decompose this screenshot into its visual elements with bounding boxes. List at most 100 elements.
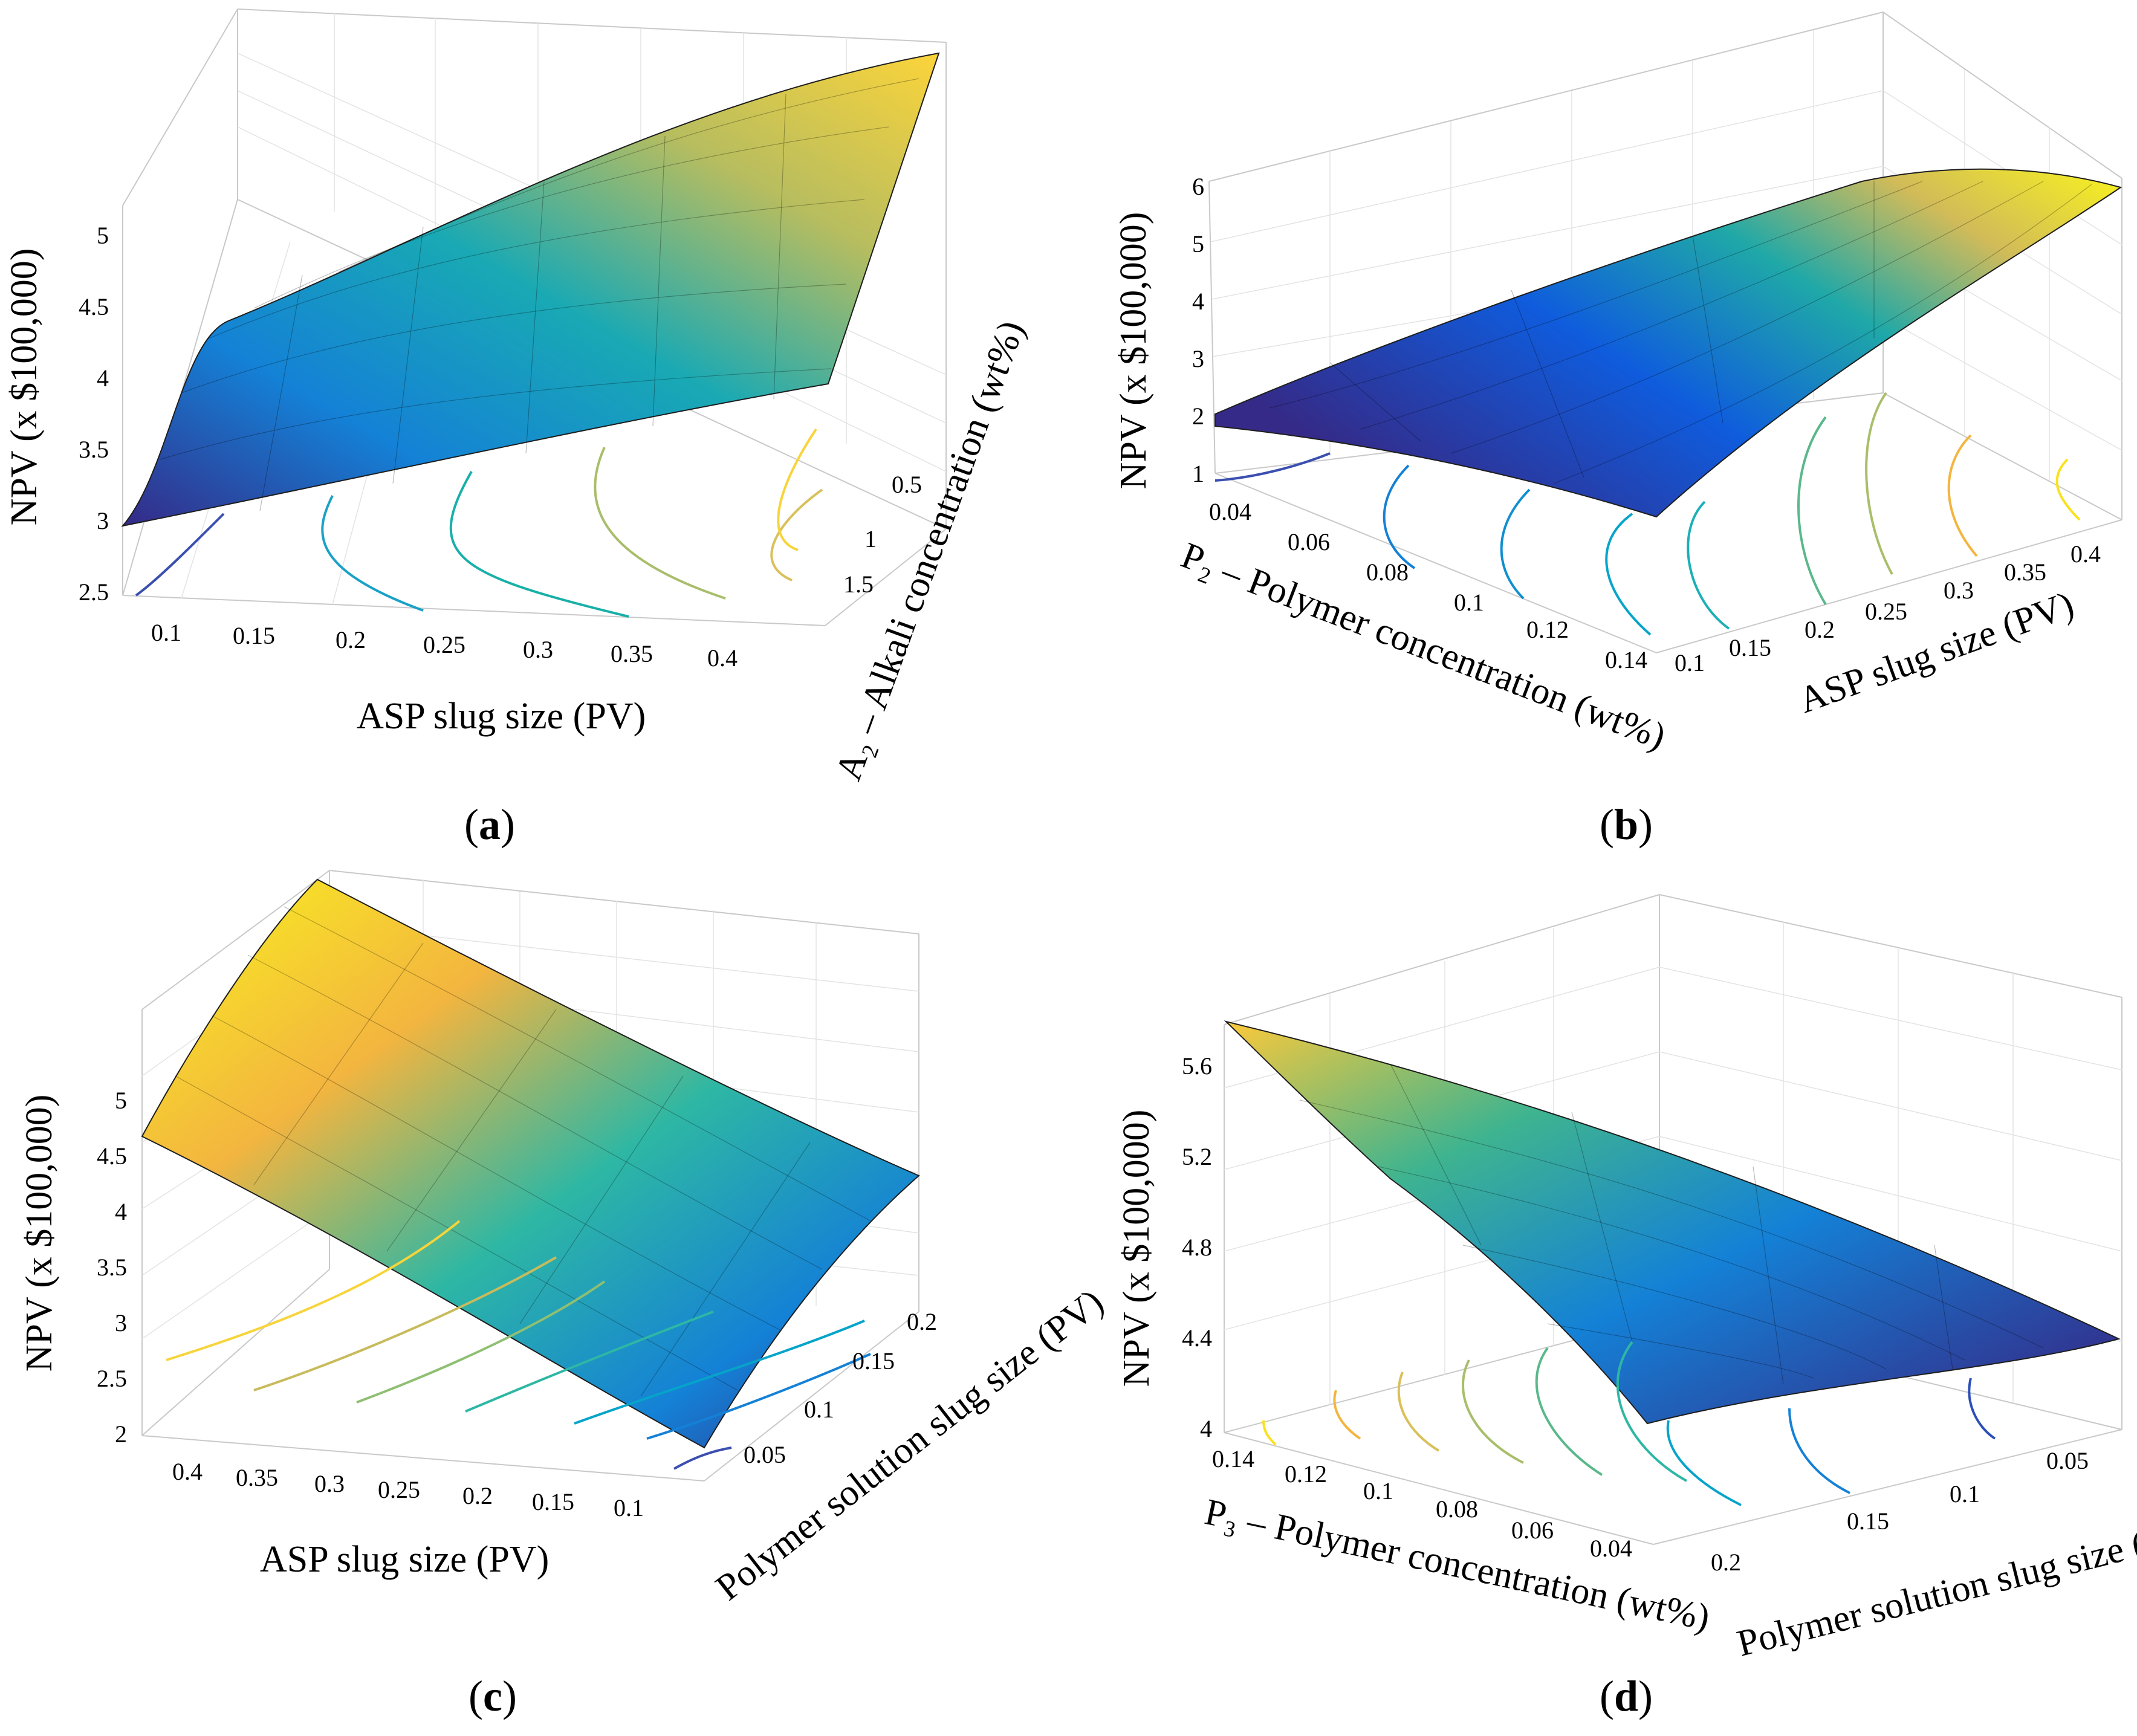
panel-d-surface	[1224, 1020, 2121, 1425]
panel-d-y-tick: 0.05	[2046, 1447, 2089, 1474]
panel-d-mesh	[1299, 1063, 2044, 1385]
panel-b-y-tick: 0.25	[1865, 598, 1907, 625]
panel-d-y-tick: 0.2	[1711, 1549, 1741, 1576]
panel-a-x-tick: 0.2	[336, 626, 366, 653]
panel-d-x-tick: 0.08	[1436, 1495, 1478, 1523]
panel-b-label: (b)	[1600, 800, 1653, 849]
panel-a-y-tick: 1	[864, 525, 877, 552]
panel-c-x-tick: 0.3	[314, 1470, 345, 1497]
panel-d-x-tick: 0.14	[1212, 1445, 1254, 1472]
panel-b-z-tick: 5	[1192, 230, 1204, 257]
panel-b-y-label: ASP slug size (PV)	[1794, 584, 2080, 721]
panel-b-z-tick: 2	[1192, 403, 1204, 430]
panel-b-x-label: P₂ – Polymer concentration (wt%)	[1176, 535, 1671, 758]
panel-b-z-label: NPV (x $100,000)	[1113, 212, 1154, 490]
panel-b-z-tick: 1	[1192, 460, 1204, 487]
panel-c-z-tick: 3	[115, 1309, 127, 1336]
panel-a-z-ticks: 2.5 3 3.5 4 4.5 5	[79, 222, 109, 606]
panel-a-x-ticks: 0.1 0.15 0.2 0.25 0.3 0.35 0.4	[151, 619, 738, 672]
panel-c-x-tick: 0.2	[462, 1482, 493, 1509]
panel-c-x-tick: 0.4	[172, 1458, 203, 1485]
panel-a-z-tick: 4	[97, 364, 109, 392]
panel-a-x-tick: 0.25	[423, 631, 465, 658]
panel-d-x-ticks: 0.14 0.12 0.1 0.08 0.06 0.04	[1212, 1445, 1632, 1562]
panel-d-z-label: NPV (x $100,000)	[1116, 1110, 1157, 1387]
panel-b-z-tick: 4	[1192, 288, 1204, 315]
panel-b-y-tick: 0.3	[1944, 577, 1974, 604]
panel-d-z-tick: 4	[1200, 1415, 1212, 1442]
panel-a-y-ticks: 0.5 1 1.5	[843, 471, 922, 598]
panel-c-x-label: ASP slug size (PV)	[260, 1539, 549, 1580]
panel-d-z-tick: 4.8	[1182, 1234, 1212, 1261]
panel-a-label: (a)	[464, 800, 515, 849]
panel-c-x-tick: 0.25	[378, 1476, 420, 1503]
panel-b-y-tick: 0.2	[1805, 616, 1835, 643]
panel-c-z-tick: 3.5	[97, 1254, 127, 1281]
panel-b-y-tick: 0.1	[1675, 649, 1705, 676]
panel-b-z-tick: 6	[1192, 173, 1204, 200]
panel-d-y-label: Polymer solution slug size (PV)	[1733, 1509, 2137, 1665]
panel-d-x-tick: 0.1	[1363, 1477, 1393, 1504]
panel-c-z-tick: 4	[115, 1198, 127, 1225]
panel-a-z-tick: 2.5	[79, 578, 109, 606]
panel-d-z-ticks: 4 4.4 4.8 5.2 5.6	[1182, 1052, 1212, 1442]
panel-b-x-ticks: 0.04 0.06 0.08 0.1 0.12 0.14	[1209, 498, 1647, 673]
panel-b: 0.04 0.06 0.08 0.1 0.12 0.14 0.1 0.1 5 0.…	[1113, 11, 2122, 849]
panel-c-surface	[141, 878, 920, 1449]
panel-a-y-tick: 1.5	[843, 571, 874, 598]
panel-a-y-tick: 0.5	[892, 471, 922, 498]
panel-c-y-ticks: 0.05 0.1 0.15 0.2	[744, 1308, 937, 1468]
panel-a-x-tick: 0.4	[707, 644, 738, 672]
panel-c-x-tick: 0.15	[532, 1488, 574, 1515]
panel-c-label: (c)	[469, 1672, 517, 1720]
panel-a-z-tick: 3.5	[79, 436, 109, 463]
panel-c-y-tick: 0.15	[852, 1347, 895, 1375]
panel-b-x-tick: 0.08	[1366, 559, 1409, 586]
panel-c-x-ticks: 0.4 0.35 0.3 0.25 0.2 0.15 0.1	[172, 1458, 644, 1521]
panel-d-z-tick: 5.2	[1182, 1143, 1212, 1170]
panel-a-z-tick: 3	[97, 507, 109, 534]
panel-d-contours	[1262, 1341, 1996, 1506]
panel-d-z-tick: 5.6	[1182, 1052, 1212, 1080]
panel-c-y-tick: 0.2	[907, 1308, 937, 1335]
panel-b-x-tick: 0.12	[1526, 616, 1569, 643]
panel-b-y-tick: 0.4	[2071, 540, 2101, 568]
panel-c-z-ticks: 2 2.5 3 3.5 4 4.5 5	[97, 1087, 127, 1448]
panel-b-mesh	[1269, 181, 2092, 484]
panel-c-z-tick: 5	[115, 1087, 127, 1114]
panel-d-y-ticks: 0.05 0.1 0.15 0.2	[1711, 1447, 2089, 1576]
panel-a-z-tick: 4.5	[79, 293, 109, 320]
panel-c-y-tick: 0.1	[804, 1396, 834, 1423]
panel-d-x-tick: 0.12	[1285, 1460, 1327, 1488]
panel-b-contours	[1214, 392, 2081, 636]
panel-c-mesh	[175, 906, 871, 1397]
panel-d-x-tick: 0.04	[1590, 1535, 1632, 1562]
panel-a-z-label: NPV (x $100,000)	[4, 248, 45, 526]
panel-a-x-tick: 0.15	[233, 622, 275, 649]
panel-d-z-tick: 4.4	[1182, 1324, 1212, 1352]
panel-b-x-tick: 0.06	[1288, 528, 1330, 555]
panel-b-x-tick: 0.04	[1209, 498, 1251, 525]
panel-a-x-label: ASP slug size (PV)	[357, 696, 646, 737]
panel-d-x-tick: 0.06	[1511, 1517, 1554, 1544]
panel-a-y-label: A₂ – Alkali concentration (wt%)	[828, 316, 1033, 786]
panel-c-x-tick: 0.1	[614, 1494, 644, 1521]
panel-c-y-tick: 0.05	[744, 1441, 786, 1468]
panel-b-z-ticks: 1 2 3 4 5 6	[1192, 173, 1204, 487]
panel-a-z-tick: 5	[97, 222, 109, 249]
panel-a-x-tick: 0.35	[611, 640, 653, 667]
panel-a-surface	[121, 52, 940, 527]
panel-c-z-tick: 2.5	[97, 1365, 127, 1392]
panel-c-x-tick: 0.35	[236, 1464, 278, 1491]
panel-d-y-tick: 0.15	[1847, 1508, 1889, 1535]
panel-d-label: (d)	[1600, 1672, 1653, 1720]
panel-a-x-tick: 0.1	[151, 619, 181, 646]
panel-a: 0.1 0.15 0.2 0.25 0.3 0.35 0.4 0.5 1 1.5…	[4, 8, 1033, 849]
panel-b-surface	[1214, 168, 2122, 518]
panel-c-z-label: NPV (x $100,000)	[19, 1095, 60, 1372]
panel-c: 0.4 0.35 0.3 0.25 0.2 0.15 0.1 0.05 0.1 …	[19, 870, 1111, 1720]
panel-b-x-tick: 0.1	[1454, 589, 1484, 616]
panel-d-y-tick: 0.1	[1950, 1480, 1980, 1508]
panel-b-y-tick: 0.35	[2004, 559, 2046, 586]
